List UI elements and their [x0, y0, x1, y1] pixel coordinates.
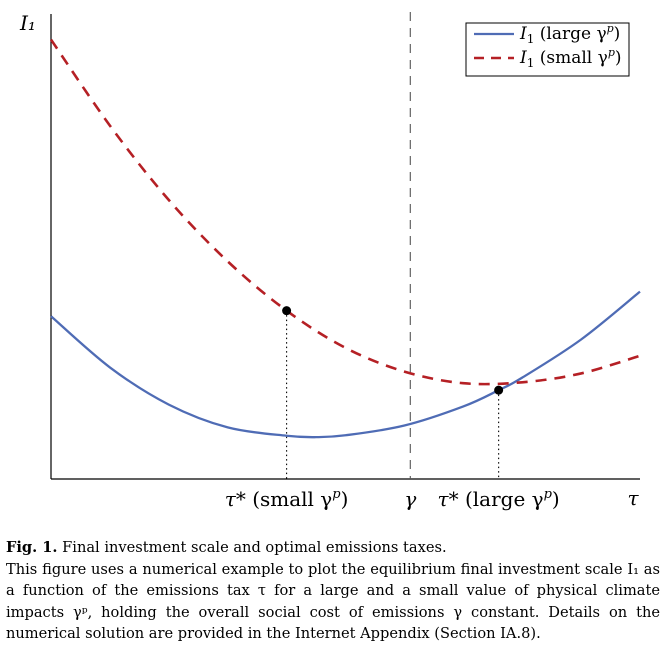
series-line-large-gamma-p	[50, 290, 641, 439]
legend-label: I1 (small γp)	[519, 46, 622, 70]
series-line-small-gamma-p	[49, 38, 641, 386]
x-axis-label: τ	[627, 486, 639, 510]
legend-label: I1 (large γp)	[519, 22, 620, 46]
figure-caption: Fig. 1. Final investment scale and optim…	[6, 537, 660, 645]
series-layer	[49, 38, 641, 439]
x-axis-label-main: τ	[627, 486, 639, 510]
caption-title-line: Fig. 1. Final investment scale and optim…	[6, 537, 660, 559]
legend-box	[465, 22, 630, 77]
points-layer	[282, 306, 504, 395]
caption-fig-label: Fig. 1.	[6, 539, 58, 556]
optimal-point	[494, 385, 504, 395]
x-tick-label: τ* (small γp)	[225, 487, 349, 511]
optimal-point	[282, 306, 292, 316]
y-axis-label-main: I₁	[19, 11, 36, 35]
x-tick-labels: τ* (small γp) γ τ* (large γp)	[225, 487, 560, 511]
marker-lines	[286, 12, 500, 479]
chart: I₁ τ* (small γp) γ τ* (large γp) τ I1 (lar…	[19, 11, 641, 511]
legend: I1 (large γp)I1 (small γp)	[465, 22, 630, 77]
caption-title: Final investment scale and optimal emiss…	[62, 539, 447, 556]
caption-body: This figure uses a numerical example to …	[6, 560, 660, 643]
y-axis-label: I₁	[19, 11, 36, 35]
x-tick-label: γ	[404, 487, 416, 511]
x-tick-label: τ* (large γp)	[438, 487, 560, 511]
